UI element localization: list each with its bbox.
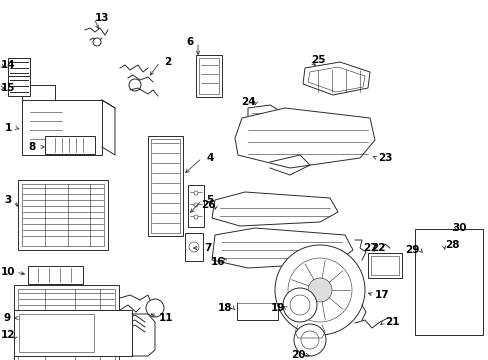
Text: 2: 2 xyxy=(164,57,171,67)
Circle shape xyxy=(307,278,331,302)
Text: 19: 19 xyxy=(270,303,285,313)
Bar xyxy=(370,256,398,275)
Text: 24: 24 xyxy=(240,97,255,107)
Text: 29: 29 xyxy=(404,245,418,255)
Text: 22: 22 xyxy=(370,243,385,253)
Bar xyxy=(434,248,448,278)
Circle shape xyxy=(146,299,163,317)
Text: 4: 4 xyxy=(206,153,213,163)
Polygon shape xyxy=(212,228,352,268)
Polygon shape xyxy=(212,192,337,226)
Circle shape xyxy=(301,331,318,349)
Circle shape xyxy=(93,38,101,46)
Bar xyxy=(14,285,119,360)
Text: 26: 26 xyxy=(201,200,215,210)
Text: 5: 5 xyxy=(206,195,213,205)
Bar xyxy=(148,136,183,236)
Text: 3: 3 xyxy=(4,195,12,205)
Text: 27: 27 xyxy=(362,243,377,253)
Text: 11: 11 xyxy=(159,313,173,323)
Bar xyxy=(18,289,115,360)
Circle shape xyxy=(293,324,325,356)
Text: 8: 8 xyxy=(28,142,36,152)
Text: 13: 13 xyxy=(95,13,109,23)
Bar xyxy=(184,233,203,261)
Text: 1: 1 xyxy=(4,123,12,133)
Circle shape xyxy=(194,203,198,207)
Circle shape xyxy=(289,295,309,315)
Polygon shape xyxy=(235,108,374,168)
Text: 25: 25 xyxy=(310,55,325,65)
Bar xyxy=(8,58,30,76)
Bar xyxy=(367,253,401,278)
Circle shape xyxy=(194,191,198,195)
Text: 23: 23 xyxy=(377,153,391,163)
Bar xyxy=(8,76,30,96)
Circle shape xyxy=(274,245,364,335)
Bar xyxy=(151,139,180,233)
Text: 9: 9 xyxy=(3,313,11,323)
Text: 15: 15 xyxy=(1,83,15,93)
Bar xyxy=(19,314,94,352)
Bar xyxy=(18,180,108,250)
Circle shape xyxy=(287,258,351,322)
Bar xyxy=(417,232,479,332)
Text: 7: 7 xyxy=(204,243,211,253)
Text: 20: 20 xyxy=(290,350,305,360)
Circle shape xyxy=(283,288,316,322)
Bar xyxy=(14,310,132,356)
Circle shape xyxy=(129,79,141,91)
Bar xyxy=(22,184,104,246)
Polygon shape xyxy=(247,105,282,125)
Bar xyxy=(199,58,219,94)
Text: 28: 28 xyxy=(444,240,458,250)
Bar xyxy=(196,55,222,97)
Text: 17: 17 xyxy=(374,290,388,300)
Text: 18: 18 xyxy=(217,303,232,313)
Circle shape xyxy=(189,242,199,252)
Text: 6: 6 xyxy=(186,37,193,47)
Bar xyxy=(28,266,83,284)
Bar xyxy=(187,185,203,227)
Bar xyxy=(414,229,482,335)
Circle shape xyxy=(194,215,198,219)
Polygon shape xyxy=(307,67,364,92)
Bar xyxy=(414,255,436,277)
Text: 10: 10 xyxy=(1,267,15,277)
Bar xyxy=(45,136,95,154)
Text: 16: 16 xyxy=(210,257,225,267)
Text: 21: 21 xyxy=(384,317,398,327)
Text: 30: 30 xyxy=(452,223,467,233)
Bar xyxy=(22,100,102,155)
Polygon shape xyxy=(303,62,369,95)
Text: 12: 12 xyxy=(1,330,15,340)
Text: 14: 14 xyxy=(0,60,15,70)
